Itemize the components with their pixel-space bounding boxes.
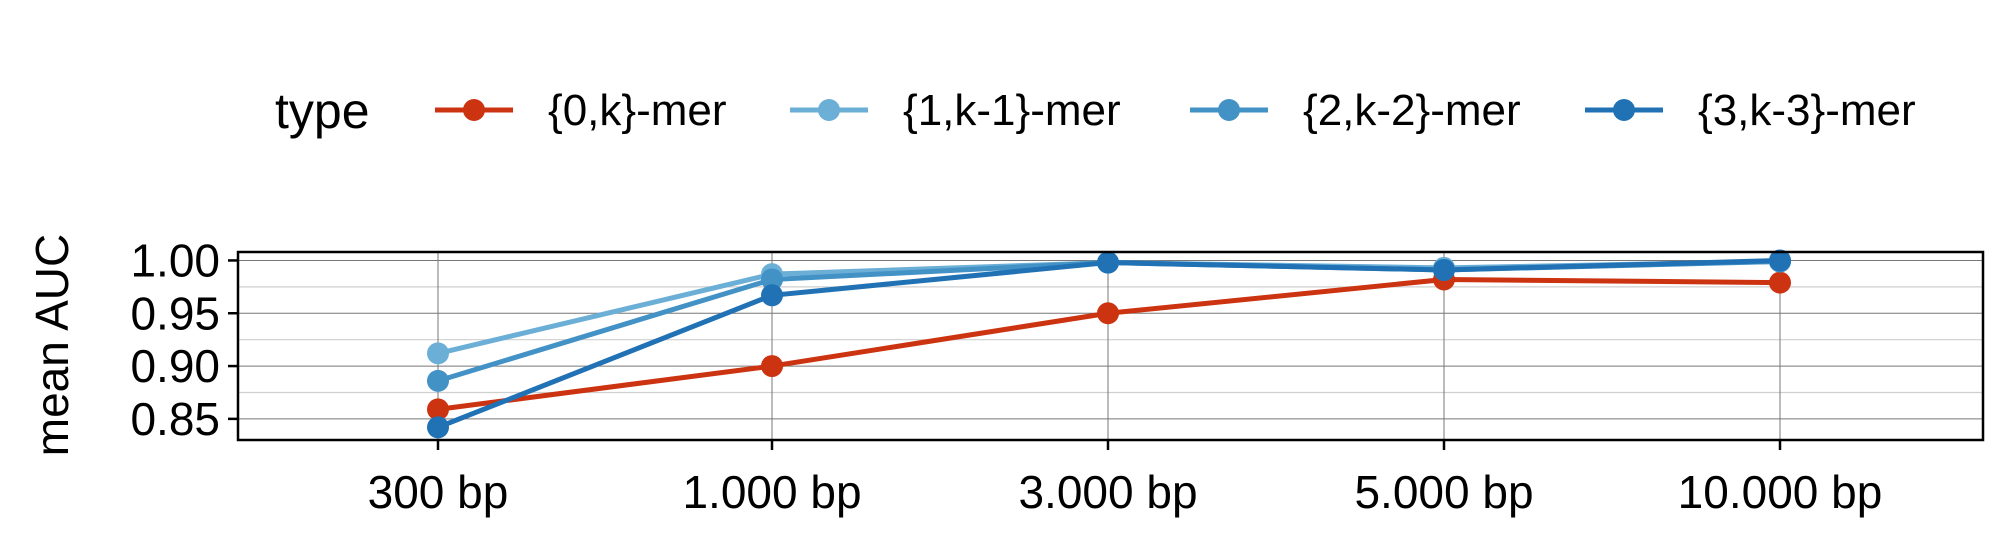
series-line-0 [437, 276, 1781, 412]
data-point-series-0 [761, 355, 783, 378]
y-tick-label: 1.00 [130, 234, 220, 286]
y-axis-label: mean AUC [26, 234, 78, 456]
series-line-3 [437, 257, 1781, 430]
data-point-series-1 [427, 342, 449, 365]
data-point-series-0 [1769, 271, 1791, 294]
x-tick-label: 1.000 bp [682, 466, 861, 518]
plot-frame [236, 250, 1985, 442]
legend-marker-3 [1613, 99, 1635, 121]
x-tick-label: 5.000 bp [1354, 466, 1533, 518]
legend-marker-2 [1218, 99, 1240, 121]
legend-title: type [275, 83, 370, 139]
x-tick-label: 3.000 bp [1018, 466, 1197, 518]
legend-marker-0 [463, 99, 485, 121]
y-axis-ticks: 0.850.900.951.00 [130, 234, 238, 445]
data-point-series-2 [427, 369, 449, 392]
legend: type {0,k}-mer {1,k-1}-mer {2,k-2}-mer {3,k… [275, 83, 1916, 139]
y-tick-label: 0.95 [130, 287, 220, 339]
data-point-series-3 [761, 284, 783, 307]
legend-items: {0,k}-mer {1,k-1}-mer {2,k-2}-mer {3,k-3}-m… [435, 86, 1916, 135]
series-lines [437, 257, 1781, 430]
data-point-series-0 [427, 398, 449, 421]
y-tick-label: 0.85 [130, 393, 220, 445]
x-tick-label: 10.000 bp [1678, 466, 1883, 518]
data-point-series-0 [1097, 302, 1119, 325]
series-points [427, 249, 1791, 439]
x-axis-ticks: 300 bp 1.000 bp 3.000 bp 5.000 bp 10.000 bp [368, 440, 1883, 518]
legend-label-0: {0,k}-mer [548, 86, 727, 135]
x-tick-label: 300 bp [368, 466, 509, 518]
legend-marker-1 [818, 99, 840, 121]
data-point-series-2 [761, 268, 783, 291]
data-point-series-3 [1769, 249, 1791, 272]
legend-label-1: {1,k-1}-mer [903, 86, 1121, 135]
data-point-series-3 [1097, 251, 1119, 274]
y-tick-label: 0.90 [130, 340, 220, 392]
data-point-series-3 [1433, 258, 1455, 281]
legend-label-2: {2,k-2}-mer [1303, 86, 1521, 135]
legend-label-3: {3,k-3}-mer [1698, 86, 1916, 135]
grid [238, 252, 1983, 440]
data-point-series-3 [427, 416, 449, 439]
plot-area: 0.850.900.951.00 300 bp 1.000 bp 3.000 bp 5… [130, 234, 1985, 518]
